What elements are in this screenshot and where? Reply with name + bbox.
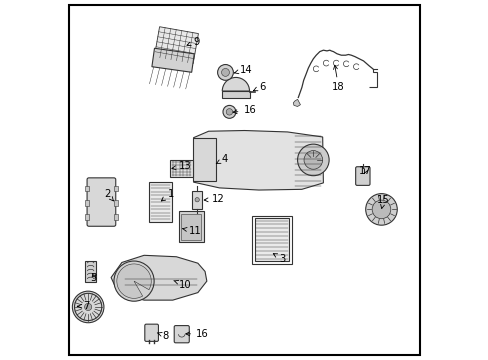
Bar [254,218,289,261]
Bar [114,200,118,206]
FancyBboxPatch shape [355,167,369,185]
Text: 6: 6 [253,82,264,92]
Text: 3: 3 [273,253,285,264]
Circle shape [195,198,199,202]
Circle shape [371,200,390,219]
Text: 13: 13 [172,161,191,171]
Text: 18: 18 [332,65,344,93]
Circle shape [84,303,92,311]
Text: 15: 15 [376,195,389,208]
Bar [85,261,96,282]
Bar [85,215,89,220]
Bar [192,138,216,181]
Bar [148,182,171,222]
Text: 12: 12 [204,194,224,204]
Bar [222,91,249,98]
Wedge shape [117,264,151,298]
Bar [114,186,118,192]
Text: 1: 1 [161,189,174,201]
Bar [178,211,203,242]
Bar [85,200,89,206]
Circle shape [223,105,235,118]
Text: 9: 9 [186,37,200,46]
Polygon shape [193,131,323,190]
Text: 16: 16 [185,329,208,339]
Circle shape [365,194,396,225]
Circle shape [217,64,233,80]
Text: 2: 2 [104,189,113,201]
Circle shape [297,144,328,176]
FancyBboxPatch shape [174,325,189,343]
Bar [170,160,192,177]
Bar [154,27,198,64]
Circle shape [221,68,229,76]
Bar [181,214,201,239]
Bar [251,216,291,264]
FancyBboxPatch shape [144,324,158,341]
Bar [152,48,194,72]
Bar [114,215,118,220]
Text: 10: 10 [173,280,191,290]
Text: 16: 16 [233,105,256,116]
Text: 5: 5 [90,273,97,283]
Text: 14: 14 [234,64,252,75]
Text: 4: 4 [216,154,227,164]
Polygon shape [293,99,300,107]
Circle shape [72,291,104,323]
Text: 8: 8 [157,330,169,341]
Text: 11: 11 [183,226,201,236]
Text: 7: 7 [77,301,89,311]
Circle shape [304,150,322,169]
Text: 17: 17 [359,166,371,176]
Wedge shape [222,77,249,91]
Circle shape [226,109,232,115]
Polygon shape [111,255,206,300]
Bar [85,186,89,192]
FancyBboxPatch shape [87,178,116,226]
Bar [192,191,202,209]
Circle shape [114,261,154,301]
